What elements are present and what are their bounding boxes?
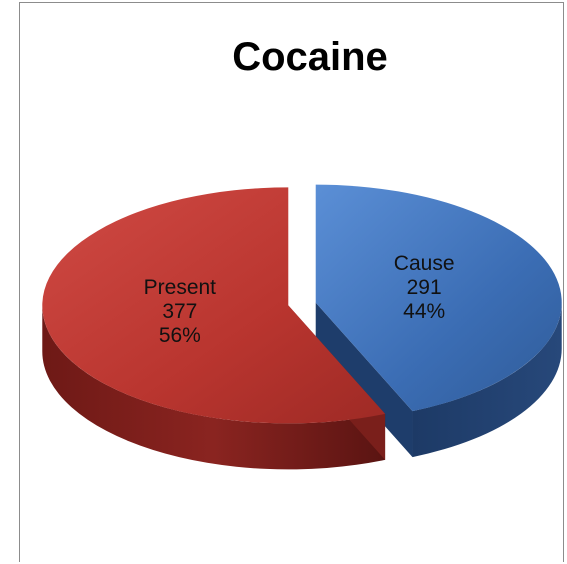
pie-label-percent-cause: 44% (403, 300, 445, 323)
pie-slice-side-present (42, 305, 386, 470)
pie-label-value-present: 377 (162, 300, 197, 323)
pie-slice-side-cause (412, 302, 562, 458)
pie-label-value-cause: 291 (407, 276, 442, 299)
pie-slice-cause (315, 184, 562, 458)
pie-slices (42, 184, 562, 470)
pie-label-name-present: Present (144, 276, 217, 299)
pie-slice-top-cause (315, 184, 562, 412)
chart-title: Cocaine (232, 35, 388, 79)
pie-slice-present (42, 187, 386, 470)
pie-slice-top-present (42, 187, 386, 424)
pie-label-percent-present: 56% (159, 324, 201, 347)
pie-label-name-cause: Cause (394, 252, 455, 275)
pie-slice-wall-cause (315, 302, 413, 458)
